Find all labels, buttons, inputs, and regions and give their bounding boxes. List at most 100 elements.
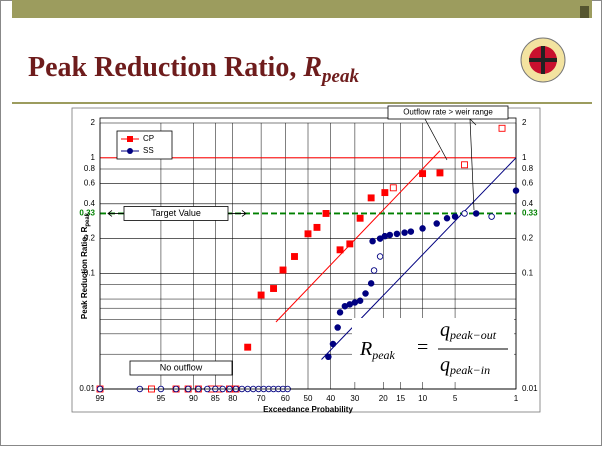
cp-point [498,124,506,132]
cp-point [381,189,389,197]
ss-point [401,229,408,236]
y-axis-title-sub: peak [85,212,91,226]
y-tick-label: 0.1 [84,269,96,278]
ss-point [367,280,375,287]
target2-tick-label: 0.33 [522,209,538,218]
weir-box [387,105,509,120]
ss-point [356,297,364,304]
x-tick-label: 30 [350,394,359,403]
cp-point [257,291,265,299]
formula-eq: = [417,337,428,359]
formula-lhs-var: R [359,338,372,360]
ss-point [443,214,451,222]
slide-title: Peak Reduction Ratio, Rpeak [28,52,359,87]
y-tick-label: 0.01 [79,384,95,393]
x-tick-label: 20 [379,394,388,403]
cp-point [336,246,344,254]
chart-frame [71,107,541,413]
y-tick-label: 0.2 [84,234,96,243]
x-tick-label: 40 [326,394,335,403]
y2-tick-label: 0.8 [522,164,534,173]
y-tick-label: 0.4 [84,199,96,208]
target-arrows [107,210,247,217]
fit-line [275,150,441,323]
logo-cross [529,46,557,74]
cp-point [419,170,427,178]
formula-den: qpeak−in [440,354,490,377]
cp-point [346,240,354,248]
y-tick-label: 0.8 [84,164,96,173]
ss-point [386,231,394,239]
legend-label: CP [143,134,154,143]
x-tick-label: 1 [514,394,519,403]
ss-point [336,309,344,316]
x-tick-label: 15 [396,394,405,403]
cp-point [436,169,444,177]
cp-point [244,343,252,351]
ss-point [451,213,459,220]
formula-num-var: q [440,319,450,341]
ss-point [488,213,495,220]
ss-point [329,340,337,348]
target-label: Target Value [151,208,201,218]
x-axis-title: Exceedance Probability [263,405,353,414]
y2-tick-label: 0.4 [522,199,534,208]
x-tick-label: 60 [281,394,290,403]
cp-point [389,184,397,192]
ss-point [325,353,332,361]
y-tick-label: 2 [91,118,96,127]
legend-label: SS [143,146,154,155]
y2-tick-label: 0.6 [522,179,534,188]
x-tick-label: 5 [453,394,458,403]
cp-point [356,214,364,222]
y2-tick-label: 0.2 [522,234,534,243]
ss-point [407,228,415,235]
x-tick-label: 10 [418,394,427,403]
y2-tick-label: 2 [522,118,527,127]
no-outflow-box [129,360,233,376]
ss-point [433,220,440,227]
title-text: Peak Reduction Ratio, [28,52,303,83]
y-axis-title-main: Peak Reduction Ratio, R [80,226,89,319]
y-tick-label: 1 [91,153,96,162]
ss-point [461,210,468,217]
chart: 0.01 0.01 0.1 0.1 0.2 0.2 0.4 0.4 0.6 0.6 0.8 0.8 1 1… [79,105,538,414]
y-tick-label: 0.6 [84,179,96,188]
y2-tick-label: 1 [522,153,527,162]
title-var: R [302,52,322,83]
ss-point [369,237,376,245]
x-tick-label: 50 [304,394,313,403]
legend-marker [127,148,133,154]
legend-marker [127,136,133,142]
formula-lhs: Rpeak [359,338,396,362]
ss-point [419,225,426,232]
cp-point [367,194,375,202]
weir-arrows [424,118,477,211]
ss-point [376,253,384,260]
cp-point [304,230,312,238]
y-axis-title: Peak Reduction Ratio, Rpeak [80,212,90,319]
x-tick-label: 85 [211,394,220,403]
cp-point [270,285,277,292]
ss-point [393,230,401,238]
ss-point [362,290,369,297]
formula-num-sub: peak−out [449,328,497,342]
formula-box [352,318,514,382]
top-bar [12,0,592,18]
title-sub: peak [320,66,359,87]
cp-point [322,210,330,217]
ss-point [334,324,341,331]
weir-label: Outflow rate > weir range [403,108,493,117]
formula-num: qpeak−out [440,319,497,342]
x-tick-label: 95 [156,394,165,403]
logo [520,37,566,83]
cp-point [313,223,321,231]
x-tick-label: 70 [257,394,266,403]
target-tick-label: 0.33 [79,209,95,218]
ss-point [370,267,378,274]
cp-point [461,161,468,169]
cp-point [279,266,287,274]
x-tick-label: 80 [228,394,237,403]
x-tick-label: 99 [96,394,105,403]
